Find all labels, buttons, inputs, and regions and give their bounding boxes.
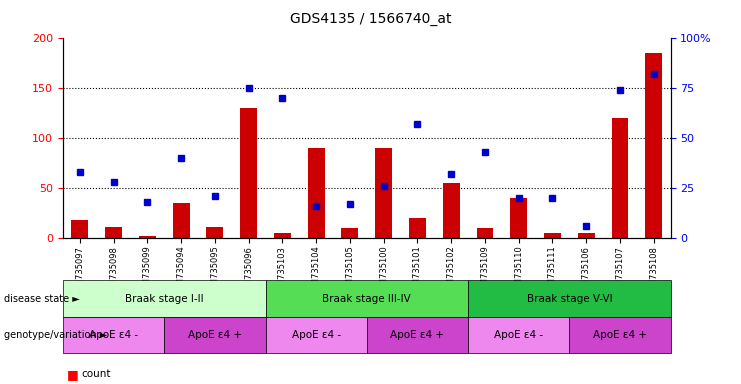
- Text: ApoE ε4 +: ApoE ε4 +: [391, 330, 445, 340]
- Text: genotype/variation ►: genotype/variation ►: [4, 330, 107, 340]
- Bar: [511, 198, 527, 238]
- Text: Braak stage V-VI: Braak stage V-VI: [527, 293, 612, 304]
- Bar: [375, 148, 392, 238]
- Bar: [207, 227, 223, 238]
- Text: GDS4135 / 1566740_at: GDS4135 / 1566740_at: [290, 12, 451, 25]
- Text: ApoE ε4 -: ApoE ε4 -: [292, 330, 341, 340]
- Text: ApoE ε4 +: ApoE ε4 +: [593, 330, 647, 340]
- Bar: [544, 233, 561, 238]
- Bar: [476, 228, 494, 238]
- Text: Braak stage I-II: Braak stage I-II: [125, 293, 204, 304]
- Bar: [442, 183, 459, 238]
- Bar: [578, 233, 594, 238]
- Text: ApoE ε4 -: ApoE ε4 -: [89, 330, 138, 340]
- Text: count: count: [82, 369, 111, 379]
- Bar: [139, 236, 156, 238]
- Bar: [308, 148, 325, 238]
- Text: Braak stage III-IV: Braak stage III-IV: [322, 293, 411, 304]
- Text: ■: ■: [67, 368, 79, 381]
- Bar: [409, 218, 426, 238]
- Bar: [645, 53, 662, 238]
- Bar: [105, 227, 122, 238]
- Bar: [611, 118, 628, 238]
- Text: ApoE ε4 +: ApoE ε4 +: [188, 330, 242, 340]
- Text: ■: ■: [67, 383, 79, 384]
- Text: ApoE ε4 -: ApoE ε4 -: [494, 330, 543, 340]
- Bar: [240, 108, 257, 238]
- Bar: [71, 220, 88, 238]
- Bar: [173, 203, 190, 238]
- Bar: [342, 228, 359, 238]
- Text: disease state ►: disease state ►: [4, 293, 79, 304]
- Bar: [274, 233, 290, 238]
